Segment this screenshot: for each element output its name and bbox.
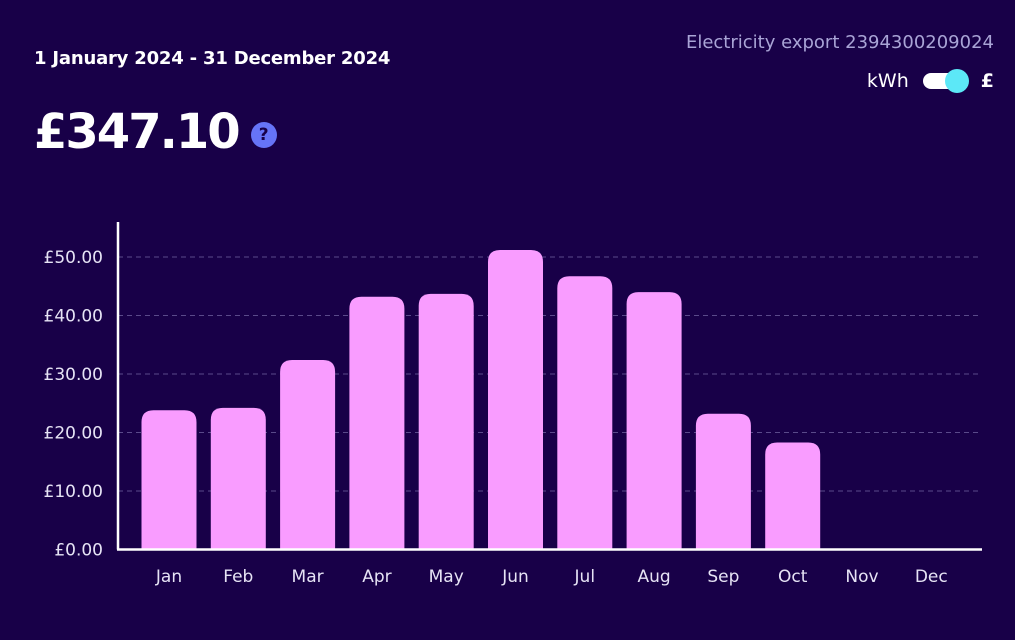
bar-apr[interactable] [349, 296, 405, 550]
bars [141, 249, 821, 550]
bar-mar[interactable] [280, 359, 336, 550]
x-tick-label: Jun [501, 567, 529, 587]
x-tick-label: May [429, 567, 464, 587]
total-row: £347.10 ? [34, 102, 277, 162]
y-tick-label: £40.00 [44, 307, 103, 327]
x-tick-label: Apr [362, 567, 391, 587]
total-amount: £347.10 [34, 104, 241, 160]
x-tick-label: Jan [155, 567, 182, 587]
bar-sep[interactable] [695, 413, 751, 550]
unit-switch[interactable] [922, 68, 969, 94]
bar-feb[interactable] [210, 407, 266, 550]
y-tick-label: £20.00 [44, 424, 103, 444]
y-tick-label: £30.00 [44, 365, 103, 385]
x-tick-label: Oct [778, 567, 808, 587]
bar-jul[interactable] [557, 276, 613, 550]
x-tick-label: Nov [845, 567, 878, 587]
x-tick-label: Aug [637, 567, 670, 587]
date-range: 1 January 2024 - 31 December 2024 [34, 48, 391, 69]
x-tick-label: Sep [707, 567, 739, 587]
bar-aug[interactable] [626, 292, 682, 550]
bar-jun[interactable] [488, 249, 543, 550]
axes [116, 222, 982, 551]
y-tick-label: £0.00 [54, 541, 103, 561]
bar-may[interactable] [418, 293, 474, 550]
x-tick-label: Feb [223, 567, 253, 587]
unit-toggle: kWh £ [867, 68, 994, 94]
y-tick-label: £50.00 [44, 248, 103, 268]
switch-knob [944, 69, 969, 93]
bar-oct[interactable] [765, 442, 821, 550]
bar-jan[interactable] [141, 410, 197, 550]
y-axis-ticks: £0.00 £10.00 £20.00 £30.00 £40.00 £50.00 [44, 248, 103, 561]
x-tick-label: Mar [292, 567, 324, 587]
toggle-gbp-label[interactable]: £ [980, 70, 994, 92]
x-axis-ticks: Jan Feb Mar Apr May Jun Jul Aug Sep Oct Nov Dec [155, 567, 948, 587]
x-tick-label: Dec [915, 567, 948, 587]
x-tick-label: Jul [574, 567, 596, 587]
toggle-kwh-label[interactable]: kWh [866, 70, 909, 92]
question-icon[interactable]: ? [250, 122, 277, 148]
y-tick-label: £10.00 [44, 482, 103, 502]
meter-label: Electricity export 2394300209024 [685, 32, 994, 53]
